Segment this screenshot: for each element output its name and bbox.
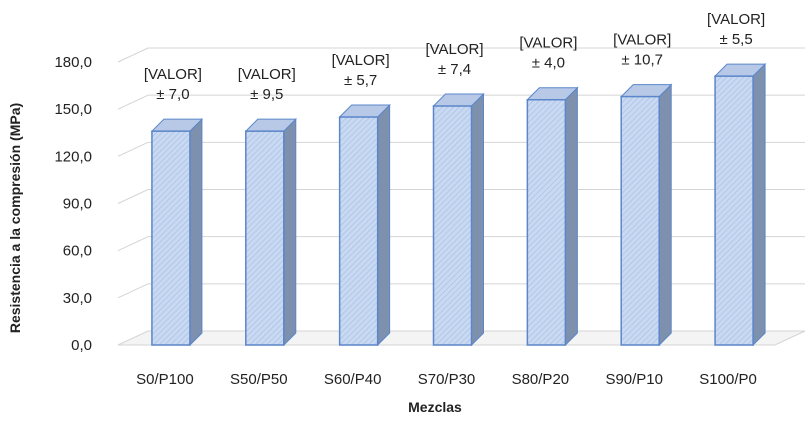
bar (432, 105, 473, 346)
bars: [VALOR]± 7,0[VALOR]± 9,5[VALOR]± 5,7[VAL… (144, 11, 767, 347)
gridline-diag (117, 47, 149, 63)
bar-side (283, 117, 297, 347)
data-label-error: ± 5,7 (344, 72, 377, 89)
y-tick-label: 150,0 (54, 101, 92, 118)
bar-side (752, 62, 766, 347)
bar-side (471, 92, 484, 347)
bar-group: [VALOR] ± 5,5 (707, 11, 767, 347)
data-label-value: [VALOR] (144, 66, 202, 83)
data-label-value: [VALOR] (332, 52, 390, 69)
x-tick-label: S90/P10 (605, 371, 663, 388)
gridline-diag (117, 141, 149, 157)
bar-side (189, 117, 203, 347)
gridline-diag (117, 94, 149, 110)
data-label-error: ± 10,7 (621, 52, 663, 69)
data-label-value: [VALOR] (238, 66, 296, 83)
gridline-diag (117, 236, 149, 252)
x-tick-label: S70/P30 (418, 371, 476, 388)
data-label-error: ± 7,0 (156, 86, 189, 103)
x-axis-ticks: S0/P100 S50/P50 S60/P40 S70/P30 S80/P20 S90/P… (136, 371, 757, 388)
x-tick-label: S0/P100 (136, 371, 194, 388)
gridline-diag (117, 189, 149, 204)
y-tick-label: 0,0 (71, 337, 92, 354)
x-tick-label: S100/P0 (699, 371, 757, 388)
bar-group: [VALOR] ± 10,7 (613, 32, 673, 347)
bar (338, 116, 379, 346)
y-tick-label: 60,0 (63, 243, 92, 260)
gridline-diag (117, 283, 149, 299)
y-axis-title: Resistencia a la compresión (MPa) (7, 103, 23, 333)
y-tick-label: 90,0 (63, 196, 92, 213)
bar (245, 130, 285, 346)
x-tick-label: S80/P20 (512, 371, 570, 388)
data-label-value: [VALOR] (425, 41, 483, 58)
data-label-value: [VALOR] (519, 35, 577, 52)
y-axis-ticks: 0,0 30,0 60,0 90,0 120,0 150,0 180,0 (54, 54, 92, 354)
bar-group: [VALOR] ± 7,0 (144, 66, 204, 347)
bar-group: [VALOR] ± 9,5 (238, 66, 297, 347)
x-axis-title: Mezclas (408, 399, 462, 415)
data-label-error: ± 4,0 (532, 55, 565, 72)
bar-group: [VALOR] ± 7,4 (425, 41, 485, 347)
data-label-value: [VALOR] (613, 32, 671, 49)
data-label-error: ± 5,5 (719, 31, 752, 48)
x-tick-label: S50/P50 (230, 371, 288, 388)
y-tick-label: 120,0 (54, 148, 92, 165)
bar-group: [VALOR] ± 5,7 (332, 52, 391, 347)
y-tick-label: 180,0 (54, 54, 92, 71)
bar-side (377, 103, 391, 347)
bar (714, 75, 754, 346)
x-tick-label: S60/P40 (324, 371, 382, 388)
bar (151, 130, 191, 346)
data-label-value: [VALOR] (707, 11, 765, 28)
bar-side (658, 83, 672, 347)
bar (526, 98, 567, 346)
bar (620, 95, 660, 346)
bar-group: [VALOR] ± 4,0 (519, 35, 579, 347)
data-label-error: ± 7,4 (438, 61, 471, 78)
data-label-error: ± 9,5 (250, 86, 283, 103)
y-tick-label: 30,0 (63, 290, 92, 307)
bar-side (564, 86, 578, 347)
